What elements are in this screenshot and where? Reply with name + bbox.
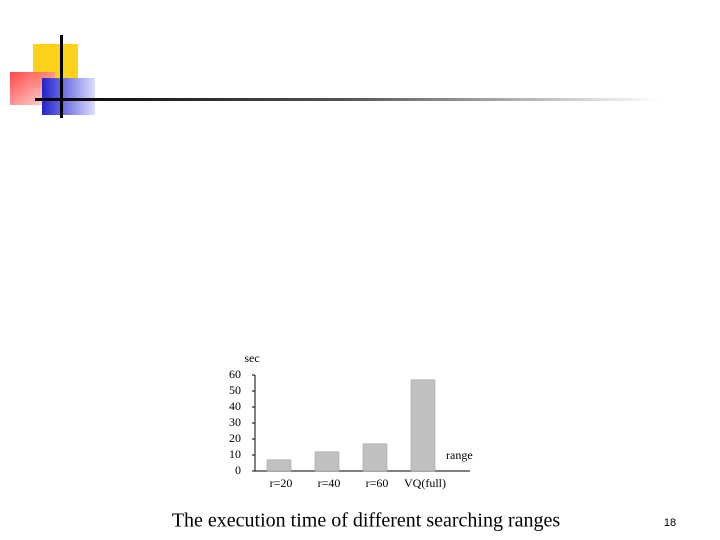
x-tick-label: r=40 bbox=[318, 476, 341, 490]
bar bbox=[410, 379, 436, 472]
bar bbox=[314, 451, 340, 472]
y-tick-label: 10 bbox=[229, 447, 241, 461]
page-number: 18 bbox=[664, 517, 676, 529]
x-tick-label: r=60 bbox=[366, 476, 389, 490]
y-axis-label: sec bbox=[244, 351, 259, 365]
y-tick-label: 50 bbox=[229, 383, 241, 397]
y-tick-label: 30 bbox=[229, 415, 241, 429]
x-tick-label: r=20 bbox=[270, 476, 293, 490]
x-axis-label: range bbox=[446, 448, 473, 462]
bar bbox=[362, 443, 388, 472]
bar bbox=[266, 459, 292, 472]
x-tick-label: VQ(full) bbox=[404, 476, 446, 490]
y-tick-label: 60 bbox=[229, 367, 241, 381]
decoration bbox=[10, 35, 660, 118]
caption: The execution time of different searchin… bbox=[172, 510, 561, 532]
y-tick-label: 20 bbox=[229, 431, 241, 445]
y-tick-label: 40 bbox=[229, 399, 241, 413]
y-tick-label: 0 bbox=[235, 463, 241, 477]
